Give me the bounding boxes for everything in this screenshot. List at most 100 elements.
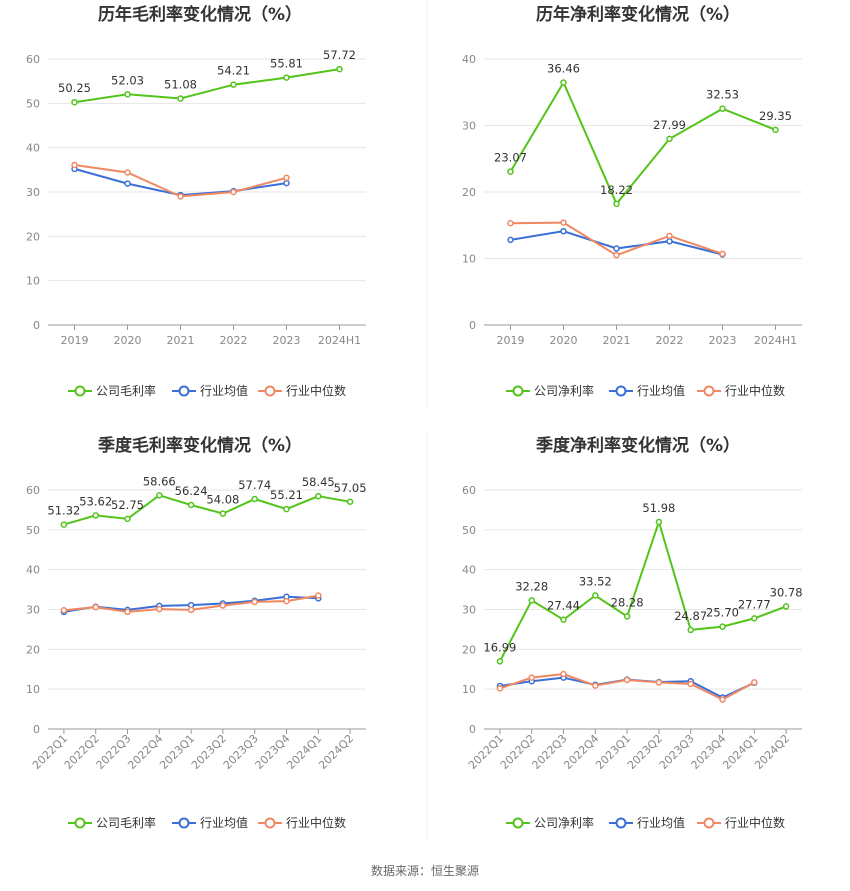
y-tick-label: 0: [33, 319, 40, 332]
series-line-0: [509, 80, 776, 206]
data-label: 54.21: [217, 64, 250, 78]
data-point: [187, 501, 195, 509]
data-point: [92, 512, 99, 519]
legend-marker-1: [615, 385, 627, 397]
data-point: [560, 79, 567, 86]
data-label: 32.28: [515, 579, 548, 593]
x-tick-label: 2021: [603, 334, 631, 347]
legend-label: 行业中位数: [725, 815, 785, 830]
y-tick-label: 50: [26, 524, 40, 537]
data-point: [592, 592, 599, 599]
data-point: [60, 607, 68, 614]
y-tick-label: 20: [462, 186, 476, 199]
legend-label: 公司毛利率: [96, 815, 156, 830]
data-label: 52.75: [111, 498, 144, 512]
data-point: [719, 250, 726, 258]
data-label: 18.22: [600, 183, 633, 197]
chart-title: 历年净利率变化情况（%）: [536, 4, 740, 25]
data-point: [751, 679, 758, 686]
y-tick-label: 60: [26, 484, 40, 497]
y-tick-label: 30: [26, 604, 40, 617]
y-tick-label: 10: [462, 253, 476, 266]
y-tick-label: 20: [26, 643, 40, 656]
data-point: [666, 237, 673, 245]
data-label: 58.45: [302, 475, 335, 489]
data-label: 58.66: [143, 474, 176, 488]
data-label: 51.08: [164, 78, 197, 92]
data-point: [124, 608, 131, 616]
data-label: 27.99: [653, 118, 686, 132]
legend-marker-2: [703, 385, 715, 397]
legend-label: 行业中位数: [286, 383, 346, 398]
y-tick-label: 0: [469, 723, 476, 736]
x-tick-label: 2019: [61, 334, 89, 347]
x-tick-label: 2020: [550, 334, 578, 347]
y-tick-label: 60: [462, 484, 476, 497]
data-point: [251, 598, 258, 606]
x-tick-label: 2023: [273, 334, 301, 347]
data-point: [283, 74, 290, 81]
data-point: [655, 679, 663, 686]
data-point: [177, 193, 184, 200]
data-point: [315, 592, 322, 599]
data-label: 57.05: [334, 481, 367, 495]
data-point: [156, 605, 163, 613]
data-label: 25.70: [706, 606, 739, 620]
data-label: 30.78: [770, 585, 803, 599]
data-label: 29.35: [759, 109, 792, 123]
data-label: 24.87: [674, 609, 707, 623]
data-label: 27.44: [547, 599, 580, 613]
data-point: [560, 616, 567, 623]
data-point: [719, 105, 726, 112]
y-tick-label: 40: [462, 564, 476, 577]
y-tick-label: 30: [462, 604, 476, 617]
series-line-0: [499, 518, 787, 662]
data-source-footer: 数据来源：恒生聚源: [370, 864, 479, 878]
y-tick-label: 60: [26, 53, 40, 66]
data-label: 23.07: [494, 151, 527, 165]
data-label: 51.32: [47, 504, 80, 518]
x-tick-label: 2024Q2: [752, 732, 792, 772]
legend-label: 行业均值: [637, 815, 685, 830]
data-point: [230, 188, 237, 196]
y-tick-label: 30: [462, 120, 476, 133]
x-tick-label: 2019: [497, 334, 525, 347]
legend-marker-0: [74, 385, 86, 397]
data-label: 53.62: [79, 494, 112, 508]
data-label: 36.46: [547, 62, 580, 76]
legend-marker-0: [512, 817, 524, 829]
data-point: [719, 696, 726, 703]
y-tick-label: 10: [26, 683, 40, 696]
data-point: [496, 685, 504, 692]
legend-marker-2: [703, 817, 715, 829]
data-label: 50.25: [58, 81, 91, 95]
data-point: [719, 623, 726, 630]
x-tick-label: 2022: [220, 334, 248, 347]
x-tick-label: 2024H1: [754, 334, 797, 347]
data-label: 16.99: [483, 640, 516, 654]
data-point: [92, 603, 99, 611]
data-point: [560, 227, 567, 235]
y-tick-label: 20: [462, 643, 476, 656]
data-point: [528, 674, 535, 681]
data-point: [687, 626, 694, 634]
data-point: [219, 510, 227, 517]
x-tick-label: 2023: [709, 334, 737, 347]
data-point: [560, 219, 567, 226]
data-point: [666, 135, 673, 143]
y-tick-label: 0: [469, 319, 476, 332]
y-tick-label: 50: [26, 97, 40, 110]
legend-label: 行业均值: [200, 383, 248, 398]
y-tick-label: 40: [26, 142, 40, 155]
data-point: [71, 98, 78, 106]
data-label: 55.81: [270, 57, 303, 71]
data-point: [336, 65, 343, 73]
legend-label: 行业均值: [200, 815, 248, 830]
y-tick-label: 40: [26, 564, 40, 577]
data-point: [124, 91, 131, 98]
legend-marker-0: [512, 385, 524, 397]
series-line-1: [74, 167, 287, 197]
legend-marker-2: [264, 817, 276, 829]
legend-label: 行业中位数: [725, 383, 785, 398]
legend-marker-1: [615, 817, 627, 829]
